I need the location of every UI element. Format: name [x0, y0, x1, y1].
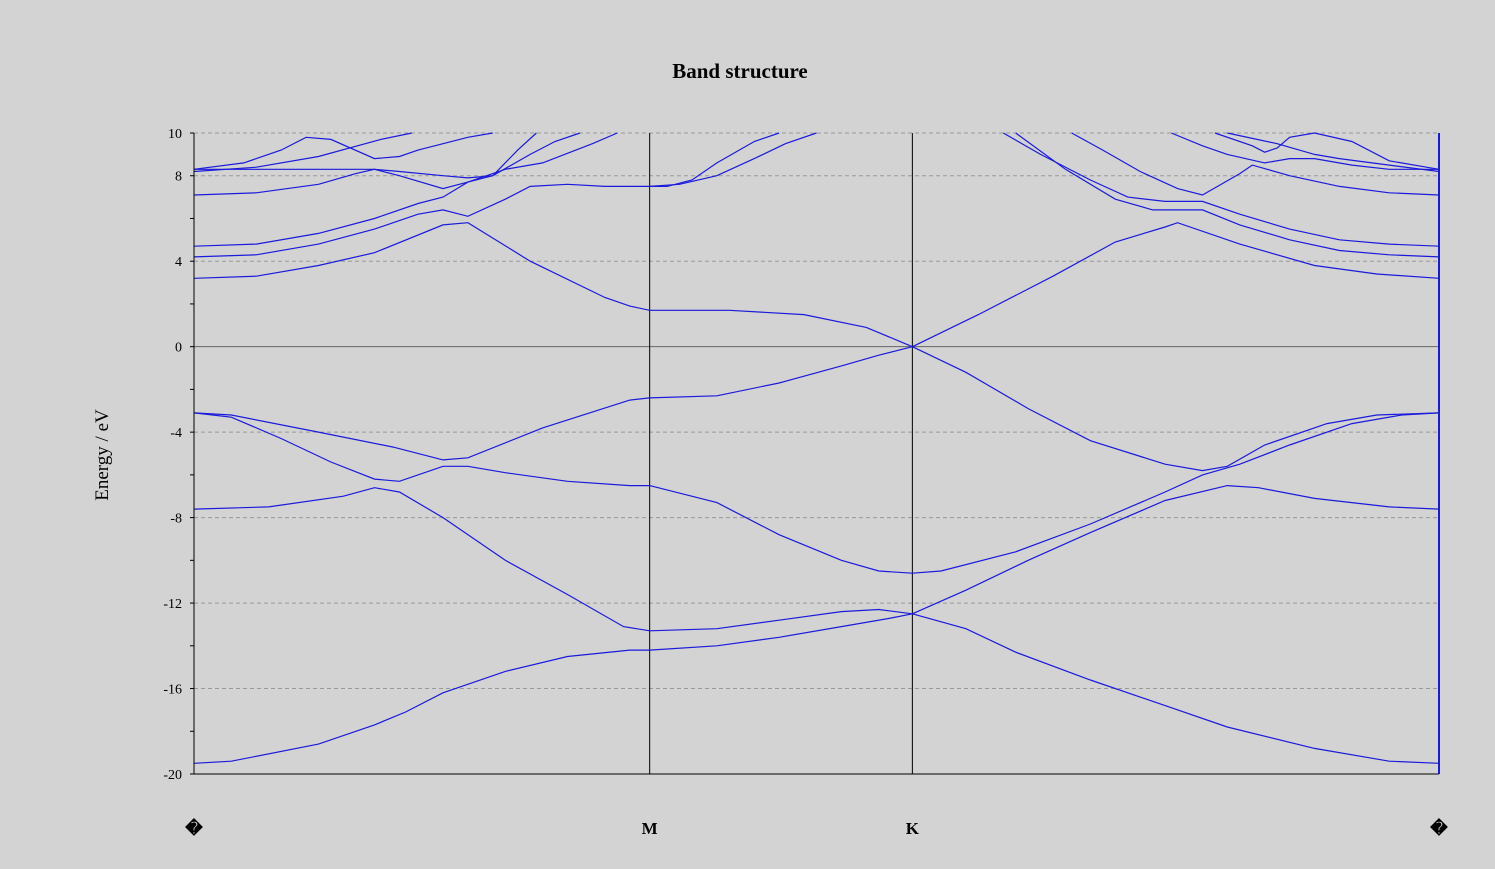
band-line	[1003, 132, 1440, 247]
plot-frame	[193, 133, 1440, 775]
band-line	[912, 412, 1440, 574]
band-line	[1171, 132, 1439, 170]
y-tick-label: 0	[175, 341, 182, 356]
band-line	[649, 346, 913, 399]
band-line	[193, 132, 581, 196]
y-axis-label: Energy / eV	[92, 409, 113, 501]
bands	[193, 132, 1440, 764]
band-line	[193, 183, 650, 258]
band-line	[649, 132, 780, 187]
grid-lines	[190, 132, 1439, 775]
y-tick-label: 8	[175, 170, 182, 185]
band-line	[912, 613, 1440, 764]
kpoint-label: �	[1429, 818, 1448, 838]
band-line	[649, 309, 913, 348]
band-line	[193, 412, 650, 487]
y-tick-label: -12	[163, 597, 182, 612]
band-line	[649, 613, 913, 651]
band-line	[649, 132, 817, 187]
band-line	[912, 346, 1440, 472]
band-line	[193, 397, 650, 461]
band-line	[1015, 132, 1440, 258]
band-line	[193, 132, 618, 247]
kpoint-label: K	[906, 819, 920, 838]
band-line	[194, 132, 537, 179]
y-tick-label: -16	[163, 683, 182, 698]
band-line	[1071, 132, 1440, 196]
band-line	[193, 132, 413, 173]
chart-title: Band structure	[672, 59, 808, 83]
y-tick-label: -20	[163, 768, 182, 783]
y-tick-label: -4	[170, 426, 182, 441]
kpoint-label: M	[642, 819, 658, 838]
band-line	[912, 484, 1440, 615]
kpoint-label: �	[184, 818, 203, 838]
band-line	[912, 222, 1440, 348]
band-line	[649, 485, 913, 574]
band-line	[1214, 132, 1440, 170]
band-line	[649, 608, 913, 632]
band-line	[193, 132, 493, 170]
y-tick-label: 10	[168, 127, 182, 142]
kpoint-labels: � M K �	[184, 818, 1448, 838]
band-line	[193, 649, 650, 764]
y-tick-label: -8	[170, 512, 182, 527]
band-line	[1227, 132, 1440, 173]
y-tick-label: 4	[175, 255, 182, 270]
symmetry-lines	[649, 133, 913, 774]
band-line	[193, 487, 650, 632]
y-tick-labels: 10 8 4 0 -4 -8 -12 -16 -20	[163, 127, 182, 783]
band-line	[193, 222, 650, 311]
